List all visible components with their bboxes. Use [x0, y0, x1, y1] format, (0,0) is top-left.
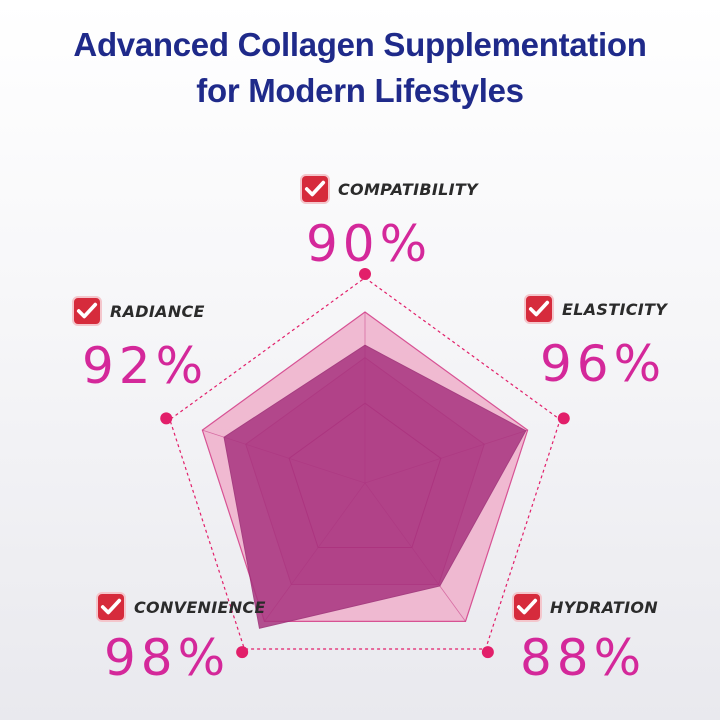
axis-label-text: COMPATIBILITY: [338, 179, 478, 199]
axis-value-compatibility: 90%: [306, 215, 433, 273]
axis-label-text: ELASTICITY: [562, 299, 668, 319]
checkmark-badge-icon: [524, 294, 554, 324]
radar-vertex-dot: [481, 646, 494, 659]
axis-label-hydration: HYDRATION: [512, 592, 658, 622]
axis-label-radiance: RADIANCE: [72, 296, 205, 326]
axis-label-text: HYDRATION: [550, 597, 658, 617]
page-title: Advanced Collagen Supplementation for Mo…: [0, 22, 720, 114]
checkmark-badge-icon: [96, 592, 126, 622]
axis-label-convenience: CONVENIENCE: [96, 592, 266, 622]
axis-label-elasticity: ELASTICITY: [524, 294, 667, 324]
checkmark-badge-icon: [512, 592, 542, 622]
radar-vertex-dot: [557, 412, 570, 425]
title-line-2: for Modern Lifestyles: [196, 72, 524, 109]
radar-vertex-dot: [359, 268, 371, 280]
title-line-1: Advanced Collagen Supplementation: [73, 26, 647, 63]
checkmark-badge-icon: [300, 174, 330, 204]
axis-label-text: CONVENIENCE: [134, 597, 266, 617]
axis-value-elasticity: 96%: [540, 335, 667, 393]
axis-label-compatibility: COMPATIBILITY: [300, 174, 478, 204]
axis-label-text: RADIANCE: [110, 301, 205, 321]
axis-value-radiance: 92%: [82, 337, 209, 395]
radar-vertex-dot: [236, 646, 249, 659]
checkmark-badge-icon: [72, 296, 102, 326]
axis-value-convenience: 98%: [104, 629, 231, 687]
axis-value-hydration: 88%: [520, 629, 647, 687]
radar-series-area: [223, 344, 527, 629]
radar-vertex-dot: [160, 412, 173, 425]
